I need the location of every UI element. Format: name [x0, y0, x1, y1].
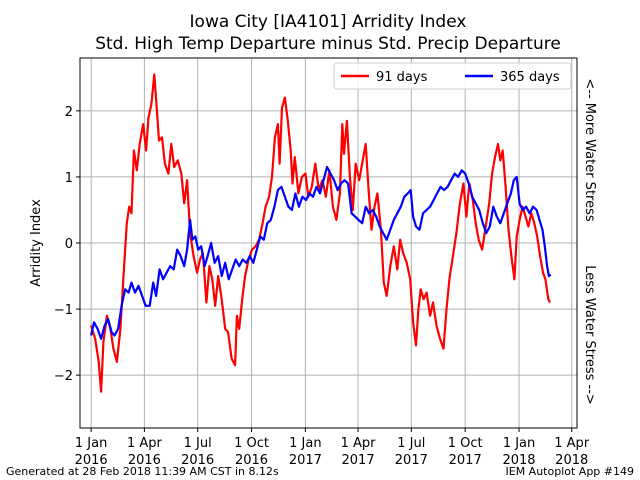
- x-tick-year: 2016: [235, 453, 268, 468]
- y-axis: 2 1 0 −1 −2: [54, 105, 80, 384]
- x-tick-year: 2016: [181, 453, 214, 468]
- x-tick-label: 1 Apr: [341, 436, 377, 451]
- x-tick-year: 2016: [75, 453, 108, 468]
- x-tick-label: 1 Apr: [554, 436, 590, 451]
- x-tick-year: 2017: [395, 453, 428, 468]
- right-label-less-stress: Less Water Stress -->: [582, 265, 597, 405]
- x-tick-label: 1 Oct: [448, 436, 483, 451]
- x-tick-label: 1 Oct: [234, 436, 269, 451]
- y-tick-label: 2: [65, 105, 73, 120]
- x-tick-label: 1 Jan: [75, 436, 107, 451]
- x-tick-year: 2017: [289, 453, 322, 468]
- plot-frame: [79, 57, 578, 429]
- series-line-365-days: [90, 165, 552, 340]
- series-line-91-days: [90, 73, 552, 393]
- footer-app: IEM Autoplot App #149: [506, 465, 635, 478]
- x-tick-year: 2017: [342, 453, 375, 468]
- y-tick-label: −2: [54, 369, 73, 384]
- y-tick-label: 1: [65, 171, 73, 186]
- x-tick-label: 1 Jan: [289, 436, 321, 451]
- x-tick-label: 1 Jul: [397, 436, 425, 451]
- right-label-more-stress: <-- More Water Stress: [582, 78, 597, 222]
- x-axis: 1 Jan 2016 1 Apr 2016 1 Jul 2016 1 Oct 2016 1 Ja…: [75, 428, 590, 468]
- y-tick-label: −1: [54, 303, 73, 318]
- x-tick-year: 2018: [502, 453, 535, 468]
- x-tick-year: 2018: [555, 453, 588, 468]
- legend: 91 days 365 days: [333, 62, 572, 90]
- grid: [80, 58, 577, 428]
- x-tick-year: 2017: [449, 453, 482, 468]
- x-tick-label: 1 Apr: [127, 436, 163, 451]
- x-tick-label: 1 Jan: [503, 436, 535, 451]
- legend-label-365-days: 365 days: [500, 70, 560, 85]
- series-lines: [90, 73, 552, 393]
- y-axis-label: Arridity Index: [29, 199, 44, 287]
- footer-generated: Generated at 28 Feb 2018 11:39 AM CST in…: [6, 465, 279, 478]
- chart-subtitle: Std. High Temp Departure minus Std. Prec…: [95, 34, 561, 54]
- y-tick-label: 0: [65, 237, 73, 252]
- chart-title: Iowa City [IA4101] Arridity Index: [190, 12, 467, 32]
- x-tick-year: 2016: [128, 453, 161, 468]
- legend-box: [333, 62, 572, 90]
- x-tick-label: 1 Jul: [184, 436, 212, 451]
- legend-label-91-days: 91 days: [376, 70, 428, 85]
